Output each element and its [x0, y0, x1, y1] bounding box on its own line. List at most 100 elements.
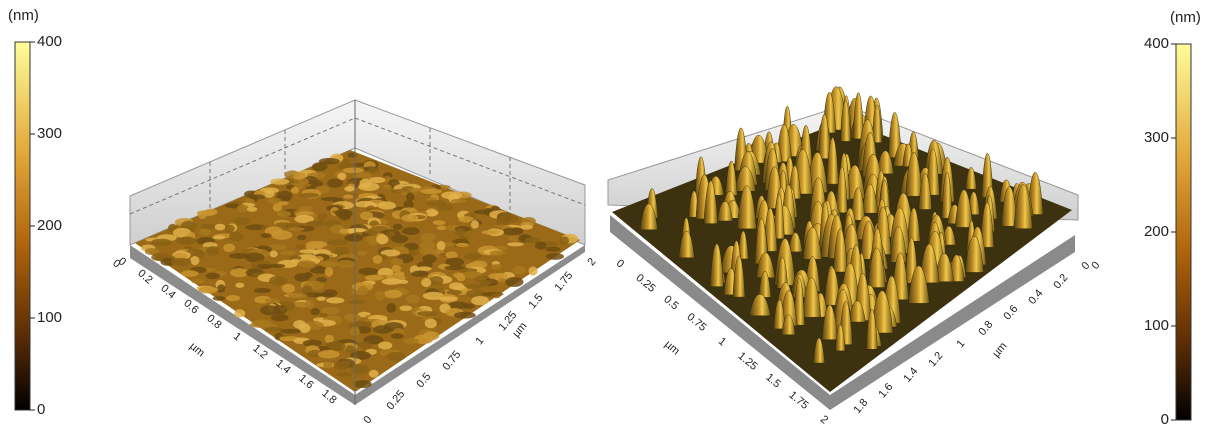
colorbar-unit: (nm): [1170, 9, 1201, 26]
texture-bump: [421, 278, 432, 288]
texture-bump: [342, 194, 354, 199]
texture-peak: [941, 171, 953, 219]
texture-bump: [444, 265, 466, 271]
texture-bump: [294, 273, 310, 282]
texture-bump: [422, 254, 437, 264]
texture-bump: [270, 230, 293, 240]
texture-bump: [445, 257, 465, 267]
texture-bump: [279, 250, 296, 256]
texture-bump: [437, 204, 454, 211]
texture-bump: [390, 258, 404, 266]
texture-bump: [348, 300, 366, 305]
texture-bump: [377, 201, 397, 210]
texture-bump: [304, 292, 323, 298]
texture-bump: [375, 290, 386, 301]
texture-peak: [821, 304, 838, 340]
texture-bump: [438, 296, 458, 302]
texture-bump: [357, 326, 372, 334]
corner-tick-label: 0: [1089, 259, 1102, 271]
texture-bump: [234, 217, 251, 226]
texture-bump: [224, 224, 235, 233]
axis-tick-label: 0.75: [684, 311, 708, 334]
axis-tick-label: 1.25: [735, 350, 759, 373]
texture-peak: [850, 187, 866, 221]
texture-peak: [732, 255, 746, 298]
texture-bump: [424, 318, 437, 329]
texture-bump: [344, 313, 361, 322]
texture-peak: [709, 243, 724, 287]
texture-bump: [505, 276, 524, 287]
texture-bump: [376, 234, 389, 245]
texture-bump: [498, 278, 507, 283]
texture-peak: [867, 247, 886, 288]
axis-tick-label: 1.8: [851, 397, 870, 416]
texture-bump: [224, 203, 241, 209]
texture-bump: [317, 349, 340, 359]
texture-bump: [198, 228, 212, 236]
texture-bump: [327, 239, 349, 246]
texture-peak: [861, 183, 879, 214]
axis-tick-label: 1.5: [526, 292, 545, 311]
texture-peak: [889, 226, 907, 263]
texture-bump: [270, 314, 289, 322]
texture-bump: [419, 240, 436, 251]
texture-bump: [507, 235, 522, 242]
texture-peak: [964, 235, 984, 273]
axis-tick-label: 0: [614, 257, 626, 270]
texture-bump: [320, 307, 340, 315]
texture-bump: [416, 311, 439, 317]
texture-bump: [456, 274, 466, 282]
texture-bump: [212, 235, 226, 240]
texture-bump: [305, 243, 317, 251]
texture-bump: [391, 234, 409, 244]
colorbar-tick-label: 0: [37, 401, 45, 418]
texture-bump: [420, 232, 436, 242]
texture-bump: [225, 294, 241, 302]
texture-bump: [264, 297, 280, 304]
texture-bump: [198, 286, 218, 294]
texture-bump: [386, 302, 397, 313]
texture-bump: [236, 204, 249, 213]
texture-peak: [965, 167, 977, 190]
texture-bump: [173, 252, 187, 260]
axis-tick-label: 0.75: [440, 349, 463, 373]
texture-bump: [416, 266, 432, 272]
texture-bump: [403, 337, 420, 345]
texture-bump: [278, 201, 289, 206]
texture-peak: [835, 324, 846, 352]
texture-bump: [347, 152, 357, 158]
texture-bump: [446, 289, 462, 296]
texture-bump: [360, 211, 374, 221]
texture-bump: [150, 238, 173, 246]
texture-bump: [381, 278, 402, 285]
texture-bump: [295, 244, 305, 250]
axis-tick-label: 1.75: [552, 270, 575, 294]
texture-peak: [737, 230, 749, 260]
texture-bump: [465, 284, 483, 289]
texture-bump: [264, 327, 284, 332]
texture-bump: [314, 243, 324, 250]
texture-bump: [350, 364, 370, 375]
texture-bump: [337, 260, 356, 268]
texture-bump: [342, 167, 364, 174]
texture-bump: [260, 233, 272, 239]
texture-bump: [373, 325, 392, 334]
texture-bump: [471, 295, 490, 306]
texture-peak: [734, 166, 757, 192]
texture-bump: [214, 223, 226, 231]
texture-bump: [339, 228, 349, 235]
texture-bump: [268, 263, 286, 268]
texture-bump: [307, 349, 322, 358]
texture-bump: [198, 211, 207, 220]
texture-bump: [316, 296, 326, 301]
texture-bump: [267, 197, 282, 205]
texture-peak: [905, 152, 923, 197]
axis-tick-label: 0.25: [384, 388, 407, 412]
texture-peak: [773, 193, 785, 239]
texture-bump: [367, 167, 380, 174]
texture-bump: [259, 305, 281, 316]
texture-bump: [229, 231, 244, 242]
texture-peak: [801, 277, 821, 318]
texture-bump: [354, 380, 372, 389]
